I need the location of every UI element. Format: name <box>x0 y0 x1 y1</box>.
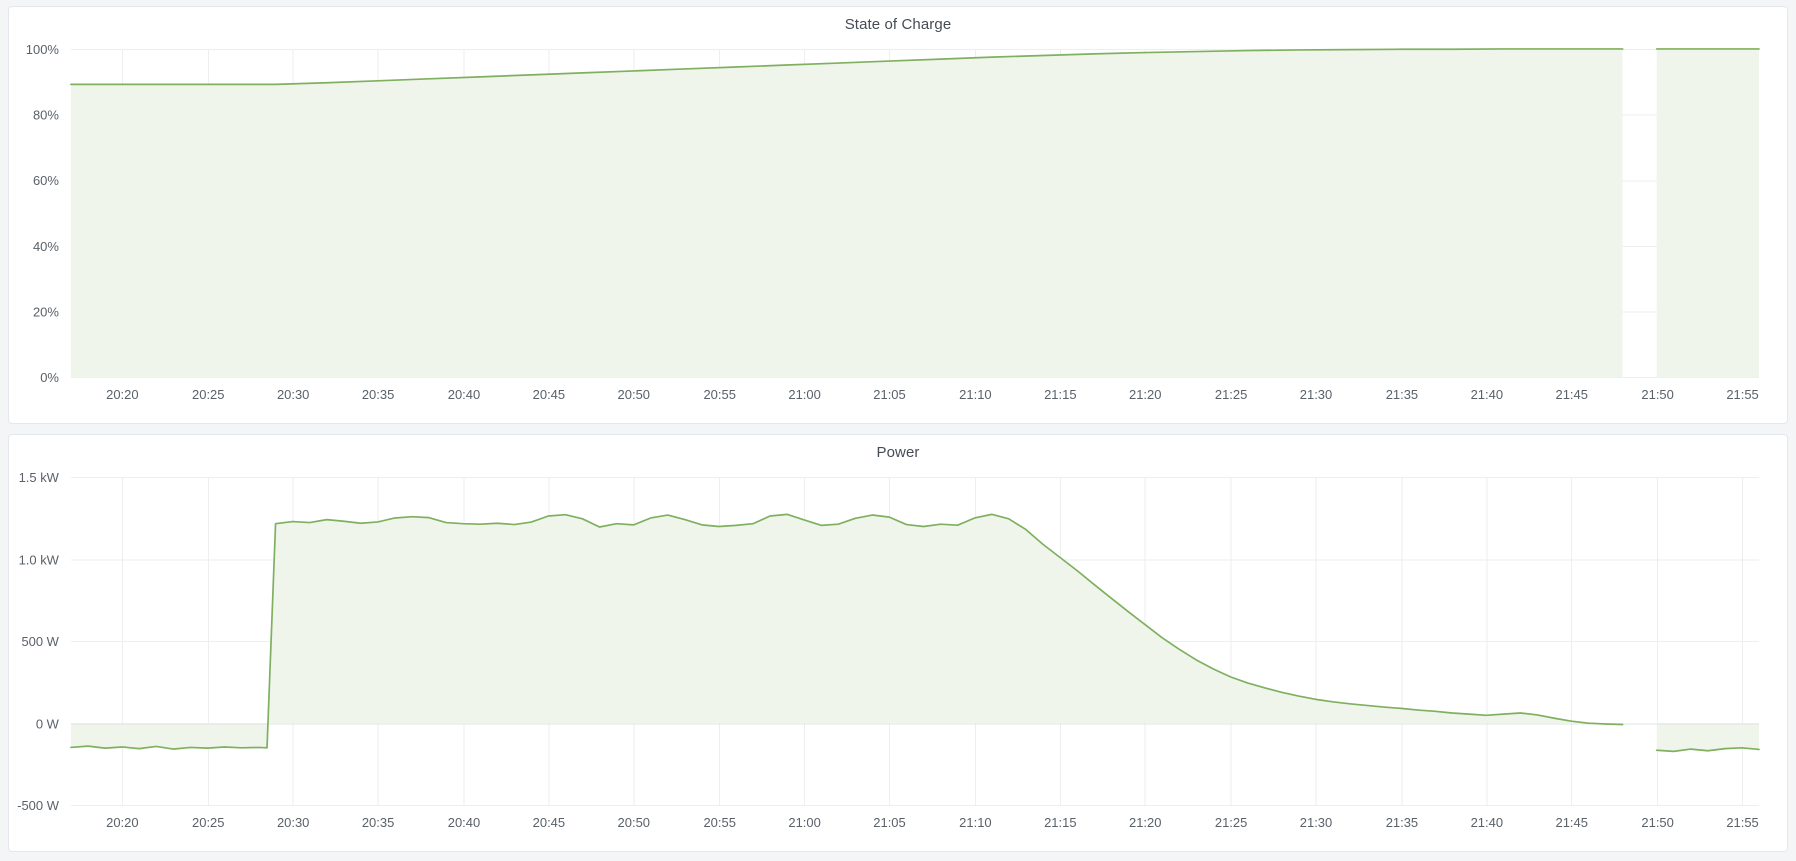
series-line <box>70 513 1624 750</box>
y-axis-tick-label: 0 W <box>36 717 60 732</box>
x-axis-tick-label: 20:35 <box>362 815 394 830</box>
x-axis-tick-label: 21:30 <box>1300 815 1332 830</box>
x-axis-tick-label: 21:40 <box>1471 815 1503 830</box>
x-axis-tick-label: 20:45 <box>533 387 565 402</box>
plot-area-power[interactable]: -500 W 0 W 500 W 1.0 kW 1.5 kW 20:20 20:25 20:3… <box>9 465 1787 851</box>
x-axis-tick-label: 21:35 <box>1386 815 1418 830</box>
x-axis-tick-label: 21:45 <box>1556 387 1588 402</box>
x-axis-tick-label: 21:50 <box>1641 387 1673 402</box>
x-axis-tick-label: 21:50 <box>1641 815 1673 830</box>
x-axis-tick-label: 20:25 <box>192 387 224 402</box>
x-axis-tick-label: 20:45 <box>533 815 565 830</box>
series-line <box>1655 746 1760 753</box>
x-axis-tick-label: 20:50 <box>618 815 650 830</box>
chart-svg-power[interactable]: -500 W 0 W 500 W 1.0 kW 1.5 kW 20:20 20:25 20:3… <box>9 465 1787 851</box>
series-line <box>70 48 1624 86</box>
y-axis-tick-label: -500 W <box>17 798 60 813</box>
series-area-fill <box>1656 723 1760 752</box>
x-axis-tick-label: 21:25 <box>1215 387 1247 402</box>
x-axis-tick-label: 20:20 <box>106 387 138 402</box>
x-axis-tick-label: 21:55 <box>1726 815 1758 830</box>
x-axis-tick-label: 21:10 <box>959 387 991 402</box>
y-axis-tick-label: 20% <box>33 305 59 320</box>
x-axis-tick-label: 21:40 <box>1471 387 1503 402</box>
y-axis-tick-label: 500 W <box>21 634 59 649</box>
x-axis-tick-label: 20:35 <box>362 387 394 402</box>
x-axis-tick-label: 21:30 <box>1300 387 1332 402</box>
x-axis-tick-label: 21:15 <box>1044 815 1076 830</box>
x-axis-tick-label: 21:15 <box>1044 387 1076 402</box>
x-axis-tick-label: 21:55 <box>1726 387 1758 402</box>
panel-title-power: Power <box>876 444 920 461</box>
x-axis-tick-label: 20:20 <box>106 815 138 830</box>
panel-state-of-charge: State of Charge 0% 20% 40% 60% 80% 100% 20:20 2… <box>8 6 1788 424</box>
plot-area-state-of-charge[interactable]: 0% 20% 40% 60% 80% 100% 20:20 20:25 20:30 20:35 20… <box>9 37 1787 423</box>
y-axis-tick-label: 100% <box>26 42 60 57</box>
y-axis-tick-label: 80% <box>33 108 59 123</box>
series-area-fill <box>70 514 1623 750</box>
x-axis-tick-label: 20:30 <box>277 387 309 402</box>
y-axis-tick-label: 1.0 kW <box>19 553 60 568</box>
x-axis-tick-label: 21:05 <box>873 815 905 830</box>
x-axis-tick-label: 21:00 <box>788 815 820 830</box>
x-axis-tick-label: 20:40 <box>448 387 480 402</box>
y-axis-tick-label: 40% <box>33 239 59 254</box>
x-axis-tick-label: 20:55 <box>703 815 735 830</box>
x-axis-tick-label: 21:25 <box>1215 815 1247 830</box>
series-area-fill <box>1656 48 1760 378</box>
x-axis-tick-label: 21:10 <box>959 815 991 830</box>
y-axis-tick-label: 60% <box>33 173 59 188</box>
x-axis-tick-label: 21:20 <box>1129 815 1161 830</box>
x-axis-tick-label: 21:35 <box>1386 387 1418 402</box>
x-axis-tick-label: 21:20 <box>1129 387 1161 402</box>
chart-svg-state-of-charge[interactable]: 0% 20% 40% 60% 80% 100% 20:20 20:25 20:30 20:35 20… <box>9 37 1787 423</box>
y-axis-tick-label: 0% <box>40 370 59 385</box>
series-area-fill <box>70 48 1623 378</box>
x-axis-tick-label: 20:25 <box>192 815 224 830</box>
panel-power: Power -500 W 0 W 500 W 1.0 kW 1.5 kW 20:20 20:… <box>8 434 1788 852</box>
x-axis-tick-label: 21:05 <box>873 387 905 402</box>
x-axis-tick-label: 20:50 <box>618 387 650 402</box>
x-axis-tick-label: 21:45 <box>1556 815 1588 830</box>
y-axis-tick-label: 1.5 kW <box>19 470 60 485</box>
panel-title-state-of-charge: State of Charge <box>844 16 952 33</box>
x-axis-tick-label: 21:00 <box>788 387 820 402</box>
x-axis-tick-label: 20:55 <box>703 387 735 402</box>
x-axis-tick-label: 20:30 <box>277 815 309 830</box>
x-axis-tick-label: 20:40 <box>448 815 480 830</box>
